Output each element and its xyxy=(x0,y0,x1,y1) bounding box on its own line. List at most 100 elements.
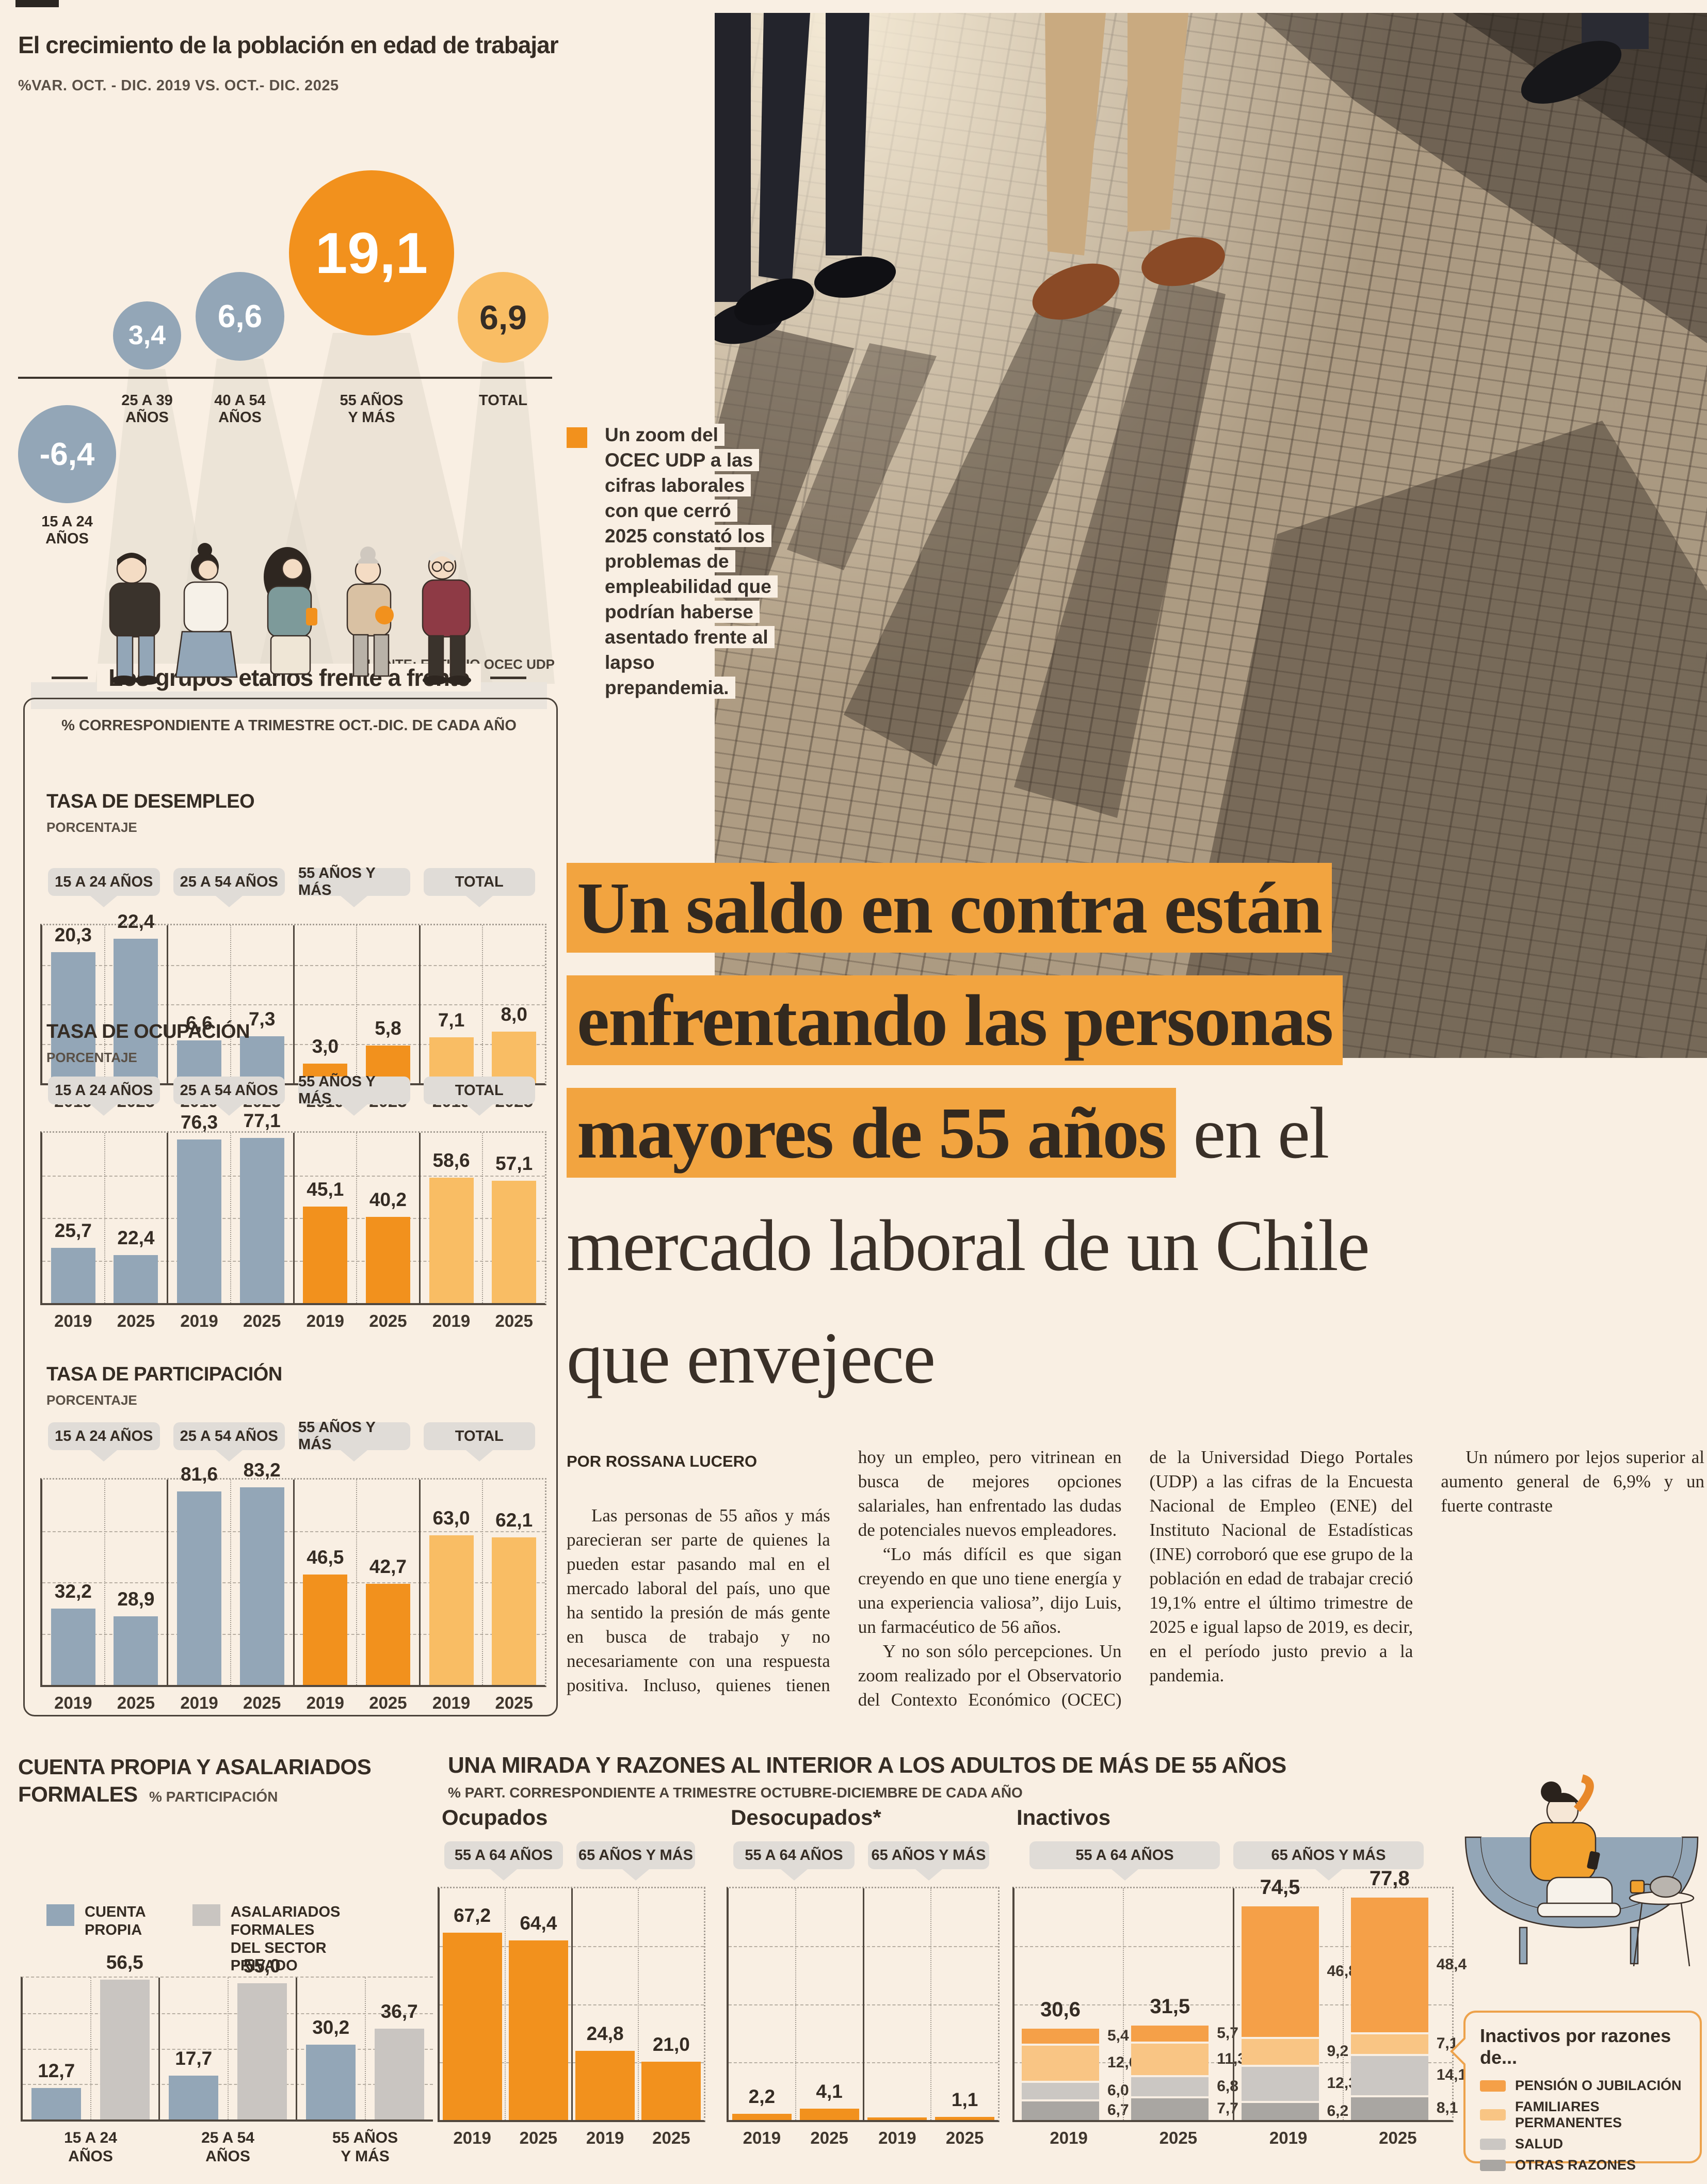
segment-label: 5,7 xyxy=(1217,2024,1238,2042)
bar-segment xyxy=(1241,2037,1319,2065)
bubble-label-total: TOTAL xyxy=(479,392,527,409)
age-tab: 55 A 64 AÑOS xyxy=(733,1841,855,1881)
tab-notch-icon xyxy=(465,896,493,907)
bar-slot: 64,4 2025 xyxy=(505,1888,571,2147)
age-tab: 65 AÑOS Y MÁS xyxy=(868,1841,989,1881)
segment-label: 6,2 xyxy=(1327,2102,1349,2119)
article-paragraph: Y no son sólo percepciones. Un zoom real… xyxy=(858,1447,1413,1710)
bar-value-label: 55,0 xyxy=(243,1955,281,1977)
participacion-tabs: 15 A 24 AÑOS 25 A 54 AÑOS 55 AÑOS Y MÁS TOT… xyxy=(41,1419,542,1462)
bar-value-label: 3,0 xyxy=(312,1036,339,1057)
cuenta-propia-legend: CUENTA PROPIA ASALARIADOS FORMALES DEL SE… xyxy=(46,1903,428,1975)
inactive-reasons-legend-box: Inactivos por razones de... PENSIÓN O JU… xyxy=(1450,2011,1702,2173)
tab-notch-icon xyxy=(90,896,118,907)
legend-item: ASALARIADOS FORMALES DEL SECTOR PRIVADO xyxy=(192,1903,363,1975)
bar xyxy=(508,1940,568,2120)
age-tab: TOTAL xyxy=(423,1077,535,1116)
bar-slot: 25,7 2019 xyxy=(42,1133,104,1330)
segment-label: 6,0 xyxy=(1107,2082,1129,2099)
bar xyxy=(492,1537,537,1685)
segment-label: 8,1 xyxy=(1436,2099,1458,2116)
tab-notch-icon xyxy=(490,1869,517,1881)
tab-notch-icon xyxy=(465,1450,493,1462)
year-label: 2019 xyxy=(1050,2128,1088,2147)
desempleo-tabs: 15 A 24 AÑOS 25 A 54 AÑOS 55 AÑOS Y MÁS TOT… xyxy=(41,865,542,907)
bar-slot: 62,1 2025 xyxy=(482,1480,545,1712)
age-tab: 15 A 24 AÑOS xyxy=(48,868,160,907)
bar xyxy=(732,2114,792,2120)
tab-notch-icon xyxy=(780,1869,808,1881)
bar-value-label: 24,8 xyxy=(586,2023,624,2044)
year-label: 2025 xyxy=(1159,2128,1198,2147)
bar xyxy=(31,2088,82,2119)
age-tab: TOTAL xyxy=(423,868,535,907)
bar-slot: 63,0 2019 xyxy=(421,1480,482,1712)
age-tab: 25 A 54 AÑOS xyxy=(173,1077,285,1116)
bar xyxy=(306,2045,356,2119)
bar-value-label: 81,6 xyxy=(181,1464,218,1485)
chart-group: 58,6 2019 57,1 2025 xyxy=(418,1133,545,1330)
desocupados-tabs: 55 A 64 AÑOS 65 AÑOS Y MÁS xyxy=(727,1841,996,1881)
bar-slot: 36,7 xyxy=(364,1978,433,2119)
bar-slot: 2,2 2019 xyxy=(729,1888,795,2147)
tab-notch-icon xyxy=(341,896,368,907)
bubble-15-24: -6,4 xyxy=(18,405,116,503)
desempleo-heading: TASA DE DESEMPLEO xyxy=(46,791,255,812)
cuenta-propia-title: CUENTA PROPIA Y ASALARIADOS FORMALES % P… xyxy=(18,1755,372,1806)
bar-slot: 7,32025 xyxy=(230,925,293,1111)
bar-value-label: 17,7 xyxy=(175,2048,213,2069)
growth-chart-title: El crecimiento de la población en edad d… xyxy=(18,31,559,58)
bar-value-label: 57,1 xyxy=(495,1153,533,1174)
age-tab: 55 A 64 AÑOS xyxy=(1029,1841,1220,1881)
year-label: 2025 xyxy=(495,1311,533,1330)
bar xyxy=(935,2117,995,2120)
legend-item: CUENTA PROPIA xyxy=(46,1903,146,1975)
bar-slot: 21,0 2025 xyxy=(637,1888,704,2147)
year-label: 2019 xyxy=(180,1693,218,1712)
growth-bubble-chart: -6,4 3,4 6,6 19,1 6,9 15 A 24 AÑOS 25 A … xyxy=(18,111,555,689)
bar-value-label: 7,1 xyxy=(438,1009,465,1031)
bar-segment xyxy=(1350,2054,1428,2095)
bar xyxy=(492,1032,537,1083)
segment-label: 7,7 xyxy=(1217,2100,1238,2117)
year-label: 2019 xyxy=(586,2128,624,2147)
kicker-block: Un zoom del OCEC UDP a las cifras labora… xyxy=(567,422,778,700)
bar-segment xyxy=(1241,1906,1319,2037)
year-label: 2025 xyxy=(519,2128,558,2147)
year-label: 2025 xyxy=(1379,2128,1417,2147)
chart-group: 67,2 2019 64,4 2025 xyxy=(440,1888,571,2147)
bar-slot: 77,1 2025 xyxy=(230,1110,293,1330)
bar-value-label: 46,5 xyxy=(307,1547,344,1568)
age-groups-box xyxy=(23,698,558,1716)
year-label: 2019 xyxy=(432,1693,471,1712)
bar-value-label: 22,4 xyxy=(117,911,155,932)
age-tab: 25 A 54 AÑOS xyxy=(173,868,285,907)
bar-slot: 30,2 xyxy=(297,1978,365,2119)
chart-group: 12,7 56,5 15 A 24 AÑOS xyxy=(23,1952,158,2165)
bar-slot: 30,6 6,7 6,0 12,6 5,4 2019 xyxy=(1014,1888,1137,2147)
bar-value-label: 40,2 xyxy=(369,1189,407,1210)
bar-slot: 17,7 xyxy=(160,1978,228,2119)
title-dash-left xyxy=(52,676,88,679)
year-label: 2025 xyxy=(652,2128,690,2147)
bubble-baseline xyxy=(18,377,552,379)
bar xyxy=(169,2076,219,2119)
chart-group: 24,8 2019 21,0 2025 xyxy=(571,1888,704,2147)
bar-value-label: 77,1 xyxy=(243,1110,281,1131)
bar-segment xyxy=(1350,2095,1428,2120)
legend-label: OTRAS RAZONES xyxy=(1515,2157,1636,2173)
chart-group: 30,6 6,7 6,0 12,6 5,4 2019 31,5 7,7 6,8 11,3 5,7 20… xyxy=(1014,1888,1246,2147)
people-group-illustration-icon xyxy=(109,543,471,685)
tab-notch-icon xyxy=(215,896,243,907)
bar-value-label: 6,6 xyxy=(186,1013,213,1034)
year-label: 2019 xyxy=(1269,2128,1308,2147)
age-tab: TOTAL xyxy=(423,1422,535,1462)
bar-slot: 67,2 2019 xyxy=(440,1888,505,2147)
year-label: 2025 xyxy=(243,1311,281,1330)
bar-value-label: 58,6 xyxy=(432,1150,470,1171)
age-tab: 65 AÑOS Y MÁS xyxy=(576,1841,695,1881)
year-label: 2025 xyxy=(945,2128,984,2147)
